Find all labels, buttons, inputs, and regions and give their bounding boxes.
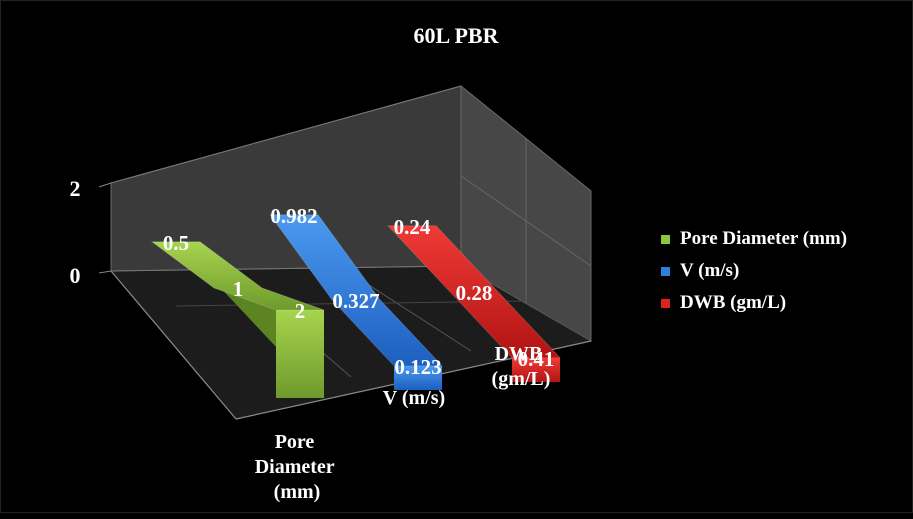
legend-label: V (m/s) bbox=[680, 260, 740, 281]
x-axis-label-line: Pore bbox=[275, 431, 315, 453]
data-label: 0.123 bbox=[394, 355, 441, 379]
y-tick-mark bbox=[98, 270, 112, 274]
gridline bbox=[110, 265, 462, 272]
ribbon-top-dwb bbox=[386, 225, 562, 359]
ribbon-top-pore-diameter bbox=[150, 241, 325, 311]
x-axis-label-line: V (m/s) bbox=[383, 387, 445, 409]
legend-label: DWB (gm/L) bbox=[680, 292, 787, 313]
legend-item: DWB (gm/L) bbox=[661, 287, 847, 319]
x-axis-label-line: Diameter bbox=[255, 456, 335, 478]
x-axis-label-line: DWB bbox=[495, 343, 543, 365]
chart-title: 60L PBR bbox=[414, 23, 500, 48]
x-axis-label-v: V (m/s) bbox=[383, 387, 445, 409]
legend-item: Pore Diameter (mm) bbox=[661, 223, 847, 255]
legend-swatch bbox=[661, 234, 670, 244]
ribbon-front-pore-diameter bbox=[276, 310, 324, 398]
ribbon-top-v bbox=[269, 214, 444, 367]
x-axis-line bbox=[110, 270, 237, 420]
x-axis-label-pore-diameter: Pore Diameter (mm) bbox=[255, 431, 340, 503]
y-tick-label: 0 bbox=[70, 263, 81, 288]
data-label: 2 bbox=[295, 299, 306, 323]
x-axis-label-line: (gm/L) bbox=[492, 368, 551, 390]
legend-item: V (m/s) bbox=[661, 255, 847, 287]
data-label: 0.24 bbox=[394, 215, 431, 239]
ribbon-front-v bbox=[394, 365, 442, 390]
legend-swatch bbox=[661, 266, 670, 276]
data-label: 0.41 bbox=[518, 347, 555, 371]
y-tick-mark bbox=[98, 182, 112, 188]
legend-label: Pore Diameter (mm) bbox=[680, 228, 848, 249]
data-label: 0.982 bbox=[270, 204, 317, 228]
gridline bbox=[110, 85, 462, 184]
data-label: 0.327 bbox=[332, 289, 379, 313]
y-tick-label: 2 bbox=[70, 176, 81, 201]
x-axis-label-dwb: DWB (gm/L) bbox=[492, 343, 551, 390]
ribbon-front-dwb bbox=[512, 357, 560, 382]
x-axis-label-line: (mm) bbox=[274, 481, 321, 503]
legend-swatch bbox=[661, 298, 670, 308]
data-label: 0.5 bbox=[163, 231, 189, 255]
data-label: 0.28 bbox=[456, 281, 493, 305]
legend: Pore Diameter (mm) V (m/s) DWB (gm/L) bbox=[661, 223, 847, 319]
data-label: 1 bbox=[233, 277, 244, 301]
